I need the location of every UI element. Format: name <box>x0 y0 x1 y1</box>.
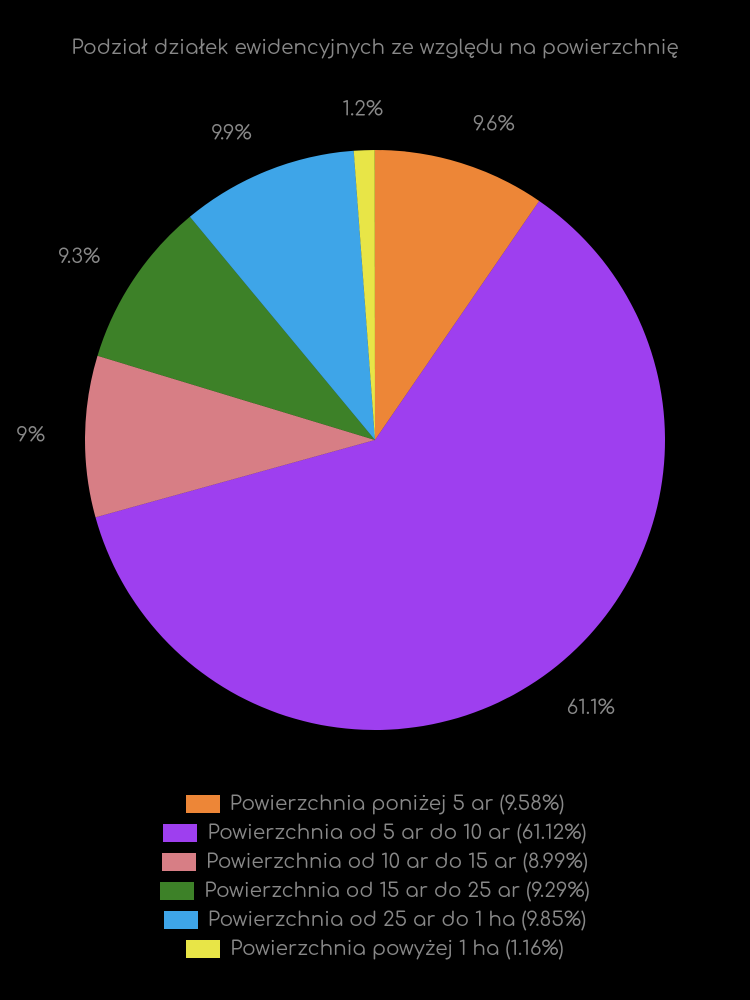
legend-label: Powierzchnia od 10 ar do 15 ar (8.99%) <box>206 850 588 873</box>
chart-container: Podział działek ewidencyjnych ze względu… <box>0 0 750 1000</box>
slice-label: 9% <box>16 423 45 446</box>
legend-swatch <box>162 853 196 871</box>
chart-title: Podział działek ewidencyjnych ze względu… <box>0 36 750 59</box>
slice-label: 9.3% <box>58 245 100 268</box>
legend-item: Powierzchnia powyżej 1 ha (1.16%) <box>186 937 563 960</box>
legend: Powierzchnia poniżej 5 ar (9.58%) Powierz… <box>0 792 750 960</box>
pie-chart: 9.6% 61.1% 9% 9.3% 9.9% 1.2% <box>0 70 750 750</box>
legend-swatch <box>163 824 197 842</box>
legend-swatch <box>160 882 194 900</box>
legend-item: Powierzchnia poniżej 5 ar (9.58%) <box>186 792 565 815</box>
slice-label: 61.1% <box>567 696 615 719</box>
slice-label: 1.2% <box>342 98 383 121</box>
legend-label: Powierzchnia poniżej 5 ar (9.58%) <box>230 792 565 815</box>
legend-label: Powierzchnia od 15 ar do 25 ar (9.29%) <box>204 879 589 902</box>
legend-label: Powierzchnia od 5 ar do 10 ar (61.12%) <box>207 821 586 844</box>
legend-item: Powierzchnia od 5 ar do 10 ar (61.12%) <box>163 821 586 844</box>
legend-label: Powierzchnia powyżej 1 ha (1.16%) <box>230 937 563 960</box>
legend-label: Powierzchnia od 25 ar do 1 ha (9.85%) <box>208 908 586 931</box>
legend-swatch <box>186 795 220 813</box>
legend-item: Powierzchnia od 25 ar do 1 ha (9.85%) <box>164 908 586 931</box>
slice-label: 9.9% <box>211 121 251 144</box>
slice-label: 9.6% <box>473 112 515 135</box>
legend-swatch <box>186 940 220 958</box>
legend-swatch <box>164 911 198 929</box>
legend-item: Powierzchnia od 15 ar do 25 ar (9.29%) <box>160 879 589 902</box>
legend-item: Powierzchnia od 10 ar do 15 ar (8.99%) <box>162 850 588 873</box>
